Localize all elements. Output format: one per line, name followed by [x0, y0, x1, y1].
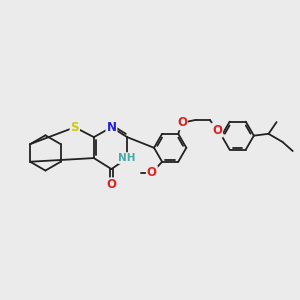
Text: O: O — [212, 124, 222, 136]
Text: S: S — [70, 121, 79, 134]
Text: N: N — [106, 121, 116, 134]
Text: O: O — [147, 166, 157, 179]
Text: NH: NH — [118, 153, 136, 163]
Text: O: O — [106, 178, 116, 191]
Text: O: O — [177, 116, 187, 129]
